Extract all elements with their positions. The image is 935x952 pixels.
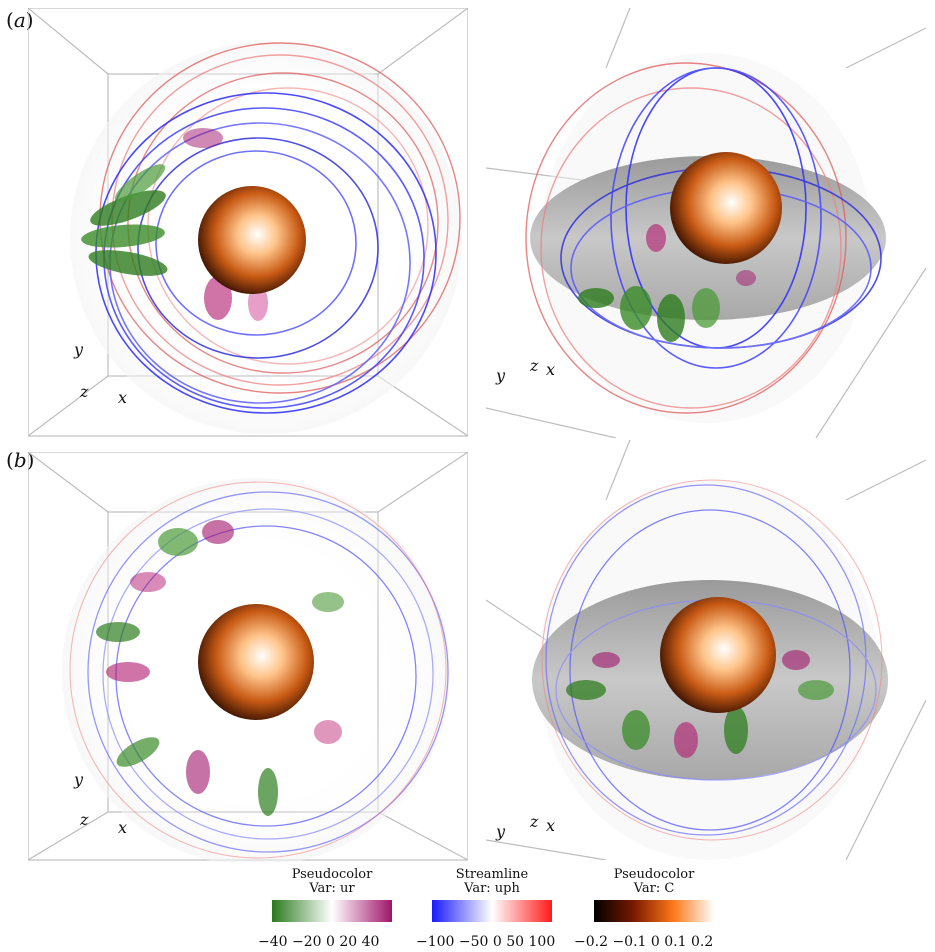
axis-z-a2: z xyxy=(530,356,539,375)
axis-x-a2: x xyxy=(546,360,556,379)
panel-label-b: (b) xyxy=(6,448,35,472)
axis-y-b2: y xyxy=(496,822,506,841)
axis-x-b1: x xyxy=(118,818,128,837)
ur-features-green xyxy=(81,164,168,276)
legend-uph-title: Streamline xyxy=(455,867,529,882)
ur-features-magenta xyxy=(183,128,268,321)
ur-features-green xyxy=(96,528,344,816)
ur-features-green xyxy=(566,680,834,754)
legend-c-var: Var: C xyxy=(633,881,675,896)
axis-z-a1: z xyxy=(80,382,89,401)
legend-ur-title: Pseudocolor xyxy=(291,867,373,882)
legend-ur-ticks: −40 −20 0 20 40 xyxy=(258,934,380,950)
inner-core xyxy=(660,597,776,713)
legend-uph: Streamline Var: uph xyxy=(422,868,562,922)
streamlines-red xyxy=(541,479,883,841)
legend-uph-colorbar xyxy=(432,900,552,922)
legend-ur: Pseudocolor Var: ur xyxy=(262,868,402,922)
panel-label-a: (a) xyxy=(6,8,34,32)
axis-y-a1: y xyxy=(74,340,84,359)
inner-core xyxy=(198,186,306,294)
legend-ur-colorbar xyxy=(272,900,392,922)
axis-x-b2: x xyxy=(546,816,556,835)
legend-uph-ticks: −100 −50 0 50 100 xyxy=(416,934,556,950)
legend-c-colorbar xyxy=(594,900,714,922)
inner-core xyxy=(670,152,782,264)
axis-x-a1: x xyxy=(118,388,128,407)
legend-uph-var: Var: uph xyxy=(464,881,520,896)
inner-core xyxy=(198,604,314,720)
axis-y-b1: y xyxy=(74,770,84,789)
panel-a-top-view xyxy=(28,8,468,438)
ur-features-magenta xyxy=(106,520,342,794)
panel-b-top-view xyxy=(28,452,468,862)
axis-z-b1: z xyxy=(80,810,89,829)
ur-features-green xyxy=(578,286,720,342)
legend-c: Pseudocolor Var: C xyxy=(584,868,724,922)
panel-b-oblique-view xyxy=(486,440,926,860)
axis-z-b2: z xyxy=(530,812,539,831)
axis-y-a2: y xyxy=(496,366,506,385)
ur-features-magenta xyxy=(592,650,810,758)
panel-a-oblique-view xyxy=(486,8,926,438)
ur-features-magenta xyxy=(646,224,756,286)
legend-c-title: Pseudocolor xyxy=(613,867,695,882)
bounding-box xyxy=(486,8,926,438)
streamlines-red xyxy=(525,62,847,414)
streamlines-red xyxy=(69,481,447,859)
bounding-box xyxy=(486,440,926,860)
legend-ur-var: Var: ur xyxy=(309,881,355,896)
legend-c-ticks: −0.2 −0.1 0 0.1 0.2 xyxy=(574,934,714,950)
